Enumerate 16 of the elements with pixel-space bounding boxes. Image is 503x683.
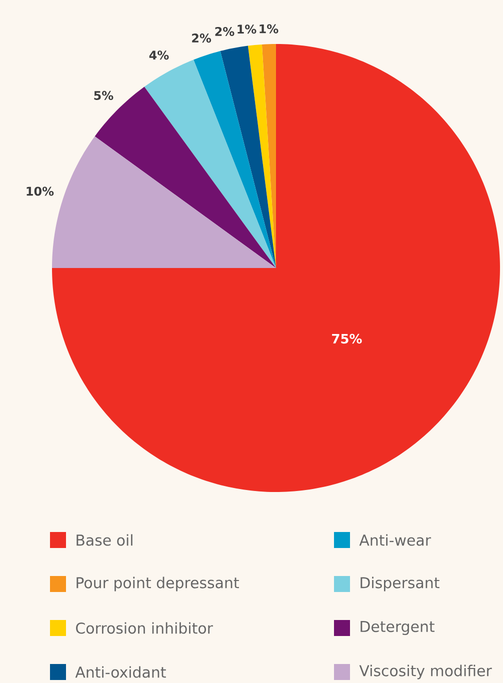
data-label: 75% <box>332 334 362 344</box>
data-label: 1% <box>238 24 256 34</box>
legend-label: Base oil <box>76 534 132 546</box>
data-label: 1% <box>260 24 278 34</box>
data-label: 5% <box>94 90 114 100</box>
legend-label: Anti-wear <box>359 534 432 546</box>
data-label: 2% <box>192 34 212 43</box>
legend-label: Detergent <box>360 621 434 635</box>
legend-label: Pour point depressant <box>76 576 239 592</box>
data-label: 10% <box>26 186 54 196</box>
legend-label: Dispersant <box>360 576 440 592</box>
legend-label: Anti-oxidant <box>75 666 166 678</box>
data-label: 2% <box>215 26 234 36</box>
legend-label: Viscosity modifier <box>359 664 492 680</box>
legend-label: Corrosion inhibitor <box>76 622 213 634</box>
data-label: 4% <box>149 50 169 60</box>
